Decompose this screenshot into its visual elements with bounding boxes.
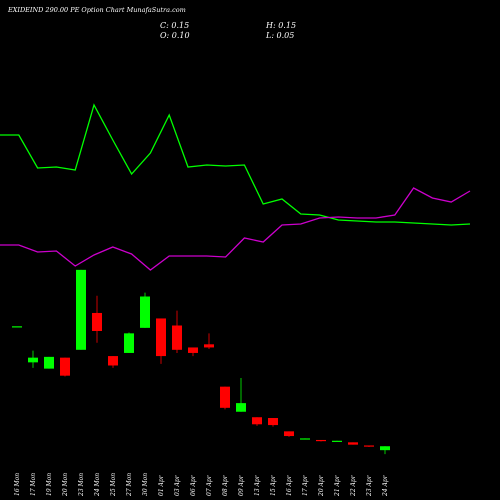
x-tick-label: 17 Mon bbox=[30, 473, 37, 496]
x-tick-label: 03 Apr bbox=[174, 474, 181, 496]
x-tick-label: 27 Mon bbox=[126, 473, 133, 497]
price-line-series bbox=[0, 103, 471, 226]
candle-body-down bbox=[60, 357, 70, 376]
candle-body-up bbox=[140, 296, 150, 328]
x-tick-label: 20 Mon bbox=[62, 473, 69, 497]
candle-body-down bbox=[252, 417, 262, 425]
candle-body-up bbox=[380, 446, 390, 451]
chart-title: EXIDEIND 290.00 PE Option Chart MunafaSu… bbox=[8, 6, 186, 14]
candle-body-up bbox=[124, 333, 134, 353]
x-tick-label: 13 Apr bbox=[254, 474, 261, 496]
low-value: L: 0.05 bbox=[266, 31, 295, 40]
open-value: O: 0.10 bbox=[160, 31, 190, 40]
candle-body-up bbox=[300, 438, 310, 440]
candle-body-down bbox=[172, 325, 182, 350]
high-value: H: 0.15 bbox=[266, 21, 297, 30]
candle-body-down bbox=[92, 312, 102, 331]
candle-body-down bbox=[268, 418, 278, 426]
candle-body-down bbox=[284, 431, 294, 437]
candle-body-down bbox=[348, 442, 358, 445]
candle-body-down bbox=[156, 318, 166, 357]
x-tick-label: 30 Mon bbox=[142, 473, 149, 496]
candle-body-up bbox=[12, 326, 22, 328]
x-tick-label: 20 Apr bbox=[318, 474, 325, 497]
x-tick-label: 07 Apr bbox=[206, 474, 213, 496]
candle-body-up bbox=[76, 269, 86, 350]
x-tick-label: 17 Apr bbox=[302, 474, 309, 496]
candle-body-down bbox=[188, 347, 198, 353]
x-tick-label: 08 Apr bbox=[222, 474, 229, 496]
close-value: C: 0.15 bbox=[160, 21, 190, 30]
x-tick-label: 24 Mon bbox=[94, 473, 101, 497]
volume-line-series bbox=[0, 187, 471, 271]
x-tick-label: 09 Apr bbox=[238, 474, 245, 496]
candle-body-up bbox=[332, 440, 342, 442]
x-tick-label: 24 Apr bbox=[382, 474, 389, 497]
candle-body-down bbox=[220, 386, 230, 408]
candle-body-up bbox=[236, 403, 246, 412]
x-tick-label: 23 Mon bbox=[78, 473, 85, 497]
x-tick-label: 25 Mon bbox=[110, 473, 117, 497]
x-tick-label: 16 Mon bbox=[14, 473, 21, 496]
candle-body-down bbox=[316, 439, 326, 442]
x-tick-label: 16 Apr bbox=[286, 474, 293, 496]
x-tick-label: 19 Mon bbox=[46, 473, 53, 496]
candle-body-down bbox=[364, 445, 374, 447]
x-tick-label: 23 Apr bbox=[366, 474, 373, 497]
x-tick-label: 06 Apr bbox=[190, 474, 197, 496]
x-tick-label: 15 Apr bbox=[270, 474, 277, 496]
candle-body-up bbox=[28, 357, 38, 363]
x-tick-label: 01 Apr bbox=[158, 474, 165, 496]
candle-body-down bbox=[204, 344, 214, 348]
x-tick-label: 22 Apr bbox=[350, 474, 357, 497]
candle-body-up bbox=[44, 356, 54, 369]
candle-body-down bbox=[108, 356, 118, 366]
x-tick-label: 21 Apr bbox=[334, 474, 341, 497]
